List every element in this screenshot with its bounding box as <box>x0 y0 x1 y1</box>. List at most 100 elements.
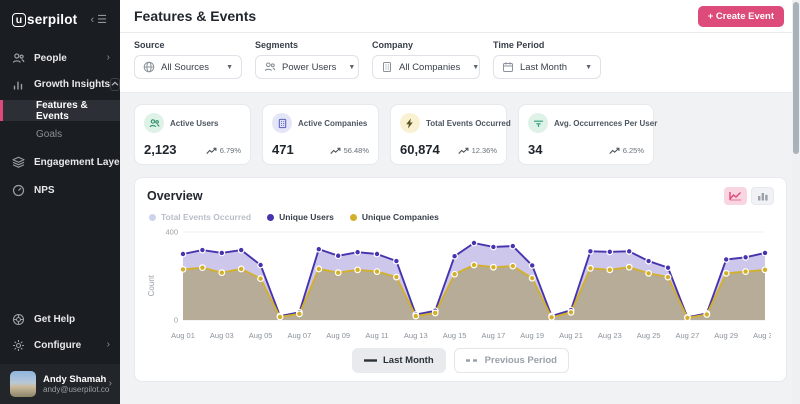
trend-up-icon <box>206 147 217 155</box>
source-select[interactable]: All Sources ▼ <box>134 55 242 79</box>
calendar-icon <box>502 61 514 73</box>
svg-text:Aug 17: Aug 17 <box>482 331 506 340</box>
chart-legend: Total Events Occurred Unique Users Uniqu… <box>149 212 774 222</box>
svg-text:Aug 25: Aug 25 <box>637 331 661 340</box>
svg-text:Aug 31: Aug 31 <box>753 331 771 340</box>
legend-dot <box>149 214 156 221</box>
sidebar-item-get-help[interactable]: Get Help <box>0 308 120 330</box>
trend-up-icon <box>330 147 341 155</box>
building-icon <box>272 113 292 133</box>
growth-insights-submenu: Features & Events Goals <box>0 100 120 145</box>
legend-dot <box>267 214 274 221</box>
sidebar-item-configure[interactable]: Configure › <box>0 334 120 356</box>
chart-canvas[interactable]: 4000Aug 01Aug 03Aug 05Aug 07Aug 09Aug 11… <box>157 226 771 346</box>
svg-text:Aug 13: Aug 13 <box>404 331 428 340</box>
sidebar-item-goals[interactable]: Goals <box>0 124 120 145</box>
sidebar-item-features-events[interactable]: Features & Events <box>0 100 120 121</box>
svg-text:Aug 01: Aug 01 <box>171 331 195 340</box>
stat-card-active-users: Active Users 2,123 6.79% <box>134 104 251 165</box>
svg-text:Aug 29: Aug 29 <box>714 331 738 340</box>
sidebar-item-growth-insights[interactable]: Growth Insights <box>0 73 120 95</box>
user-name: Andy Shamah <box>43 374 102 385</box>
legend-unique-companies[interactable]: Unique Companies <box>350 212 439 222</box>
legend-dot <box>350 214 357 221</box>
chevron-right-icon: › <box>109 379 112 389</box>
gauge-icon <box>12 184 26 197</box>
userpilot-logo: userpilot <box>12 12 77 27</box>
trend-up-icon <box>609 147 620 155</box>
svg-text:Aug 27: Aug 27 <box>676 331 700 340</box>
stat-value: 2,123 <box>144 142 177 157</box>
filter-source: Source All Sources ▼ <box>134 40 242 79</box>
y-axis-label: Count <box>147 275 156 296</box>
chevron-down-icon: ▼ <box>348 64 355 71</box>
svg-text:400: 400 <box>165 228 178 237</box>
chevron-up-icon[interactable] <box>110 78 120 91</box>
lightning-icon <box>400 113 420 133</box>
stat-change: 6.79% <box>206 146 241 157</box>
segments-select[interactable]: Power Users ▼ <box>255 55 359 79</box>
solid-line-icon <box>364 359 377 362</box>
scrollbar[interactable] <box>792 0 800 404</box>
svg-text:Aug 11: Aug 11 <box>365 331 388 340</box>
sidebar-collapse-icon[interactable]: ‹ ☰ <box>91 13 108 26</box>
legend-unique-users[interactable]: Unique Users <box>267 212 334 222</box>
svg-text:Aug 03: Aug 03 <box>210 331 234 340</box>
bar-chart-icon <box>12 78 26 91</box>
stat-card-active-companies: Active Companies 471 56.48% <box>262 104 379 165</box>
top-bar: Features & Events + Create Event <box>120 0 800 33</box>
line-chart-toggle[interactable] <box>724 187 747 205</box>
sidebar-item-engagement-layer[interactable]: Engagement Layer › <box>0 151 120 173</box>
dashboard-content: Active Users 2,123 6.79% <box>120 93 800 404</box>
globe-icon <box>143 61 155 73</box>
filters-bar: Source All Sources ▼ Segments Power User… <box>120 33 800 93</box>
overview-card: Overview Total Events Occurred <box>134 177 787 382</box>
stat-card-total-events: Total Events Occurred 60,874 12.36% <box>390 104 507 165</box>
app-window: userpilot ‹ ☰ People › Growth Insights <box>0 0 800 404</box>
chevron-down-icon: ▼ <box>472 64 479 71</box>
stat-change: 6.25% <box>609 146 644 157</box>
chevron-down-icon: ▼ <box>226 64 233 71</box>
users-icon <box>144 113 164 133</box>
scrollbar-thumb[interactable] <box>793 2 799 154</box>
people-icon <box>12 52 26 65</box>
stat-card-avg-occurrences: Avg. Occurrences Per User 34 6.25% <box>518 104 654 165</box>
previous-period-button[interactable]: Previous Period <box>454 348 569 373</box>
period-buttons: Last Month Previous Period <box>147 348 774 373</box>
last-month-button[interactable]: Last Month <box>352 348 446 373</box>
bar-chart-toggle[interactable] <box>751 187 774 205</box>
svg-text:Aug 21: Aug 21 <box>559 331 583 340</box>
sidebar-item-people[interactable]: People › <box>0 47 120 69</box>
create-event-button[interactable]: + Create Event <box>698 6 784 27</box>
svg-text:Aug 07: Aug 07 <box>288 331 312 340</box>
overview-title: Overview <box>147 189 203 203</box>
users-icon <box>264 61 276 73</box>
layers-icon <box>12 156 26 169</box>
filter-time-period: Time Period Last Month ▼ <box>493 40 601 79</box>
svg-text:Aug 23: Aug 23 <box>598 331 622 340</box>
company-select[interactable]: All Companies ▼ <box>372 55 480 79</box>
sidebar-item-nps[interactable]: NPS <box>0 179 120 201</box>
page-title: Features & Events <box>134 8 256 24</box>
stat-value: 34 <box>528 142 542 157</box>
average-icon <box>528 113 548 133</box>
stat-change: 56.48% <box>330 146 369 157</box>
chart-type-toggle <box>724 187 774 205</box>
time-period-select[interactable]: Last Month ▼ <box>493 55 601 79</box>
dashed-line-icon <box>466 359 479 362</box>
stats-row: Active Users 2,123 6.79% <box>134 104 786 165</box>
user-email: andy@userpilot.co <box>43 385 102 394</box>
chevron-down-icon: ▼ <box>585 64 592 71</box>
chevron-right-icon: › <box>107 53 110 63</box>
stat-value: 471 <box>272 142 294 157</box>
user-profile[interactable]: Andy Shamah andy@userpilot.co › <box>0 364 120 404</box>
main-content: Features & Events + Create Event Source … <box>120 0 800 404</box>
svg-text:Aug 05: Aug 05 <box>249 331 273 340</box>
svg-text:Aug 09: Aug 09 <box>326 331 350 340</box>
legend-total-events[interactable]: Total Events Occurred <box>149 212 251 222</box>
area-chart: Count 4000Aug 01Aug 03Aug 05Aug 07Aug 09… <box>147 226 774 346</box>
avatar <box>10 371 36 397</box>
bar-chart-icon <box>757 191 769 201</box>
svg-text:Aug 19: Aug 19 <box>520 331 544 340</box>
filter-segments: Segments Power Users ▼ <box>255 40 359 79</box>
